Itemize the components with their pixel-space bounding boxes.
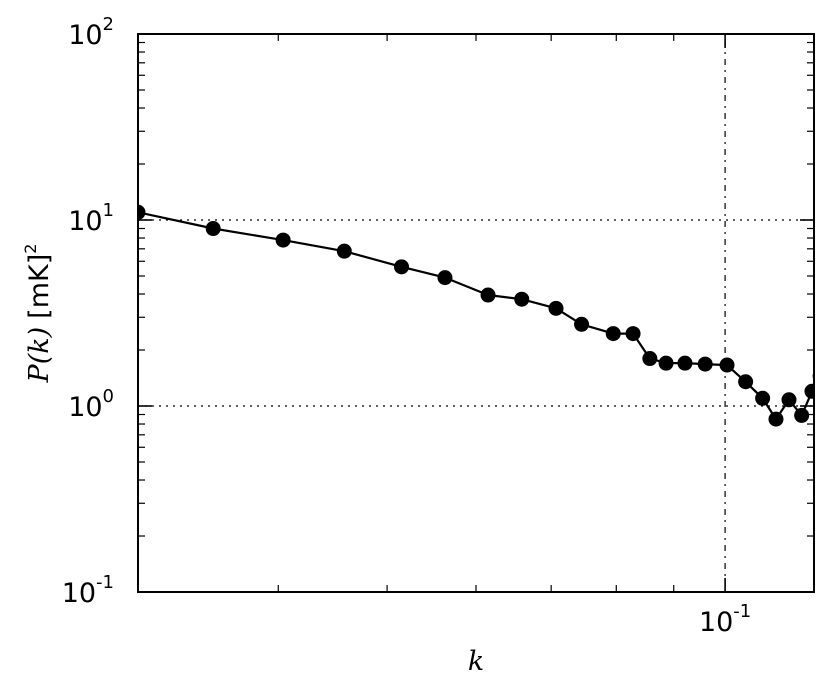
data-point [738, 374, 754, 390]
data-point [719, 357, 735, 373]
data-point [574, 316, 590, 332]
data-point [205, 221, 221, 237]
y-tick-label-base: 10 [62, 578, 96, 609]
x-tick-label-exponent: -1 [733, 601, 751, 622]
y-tick-label: 101 [68, 200, 114, 237]
y-tick-label-exponent: 0 [103, 386, 114, 407]
data-point [275, 232, 291, 248]
data-point [642, 351, 658, 367]
data-point [781, 392, 797, 408]
x-tick-label-base: 10 [699, 607, 733, 638]
y-tick-label: 102 [68, 14, 114, 51]
y-tick-label: 10-1 [62, 572, 114, 609]
series-line [138, 211, 814, 421]
x-tick-label: 10-1 [699, 601, 751, 638]
data-point [514, 291, 530, 307]
x-axis-label: k [468, 646, 484, 677]
y-tick-label-base: 10 [68, 20, 102, 51]
y-tick-label: 100 [68, 386, 114, 423]
y-tick-label-exponent: 1 [103, 200, 114, 221]
data-point [138, 204, 146, 220]
data-point [697, 356, 713, 372]
grid-lines [138, 34, 814, 592]
y-tick-label-base: 10 [68, 392, 102, 423]
y-axis-label-unit: [mK] [24, 254, 55, 319]
data-point [336, 243, 352, 259]
data-point [480, 287, 496, 303]
data-point [625, 326, 641, 342]
data-point [437, 270, 453, 286]
data-point [394, 259, 410, 275]
series-layer [138, 204, 814, 427]
y-tick-label-exponent: 2 [103, 14, 114, 35]
data-point [548, 300, 564, 316]
y-axis-label: P(k) [mK]2 [21, 244, 55, 384]
data-point [605, 326, 621, 342]
y-axis-label-unit-power: 2 [21, 244, 40, 254]
data-point [677, 355, 693, 371]
data-point [755, 390, 771, 406]
ticks [137, 33, 814, 593]
plot-area [138, 204, 814, 427]
y-tick-label-base: 10 [68, 206, 102, 237]
data-point [658, 355, 674, 371]
y-axis-label-symbol: P(k) [24, 327, 55, 384]
data-point [794, 407, 810, 423]
plot-frame [137, 33, 815, 593]
data-point [768, 411, 784, 427]
data-point [804, 383, 814, 399]
y-tick-label-exponent: -1 [96, 572, 114, 593]
